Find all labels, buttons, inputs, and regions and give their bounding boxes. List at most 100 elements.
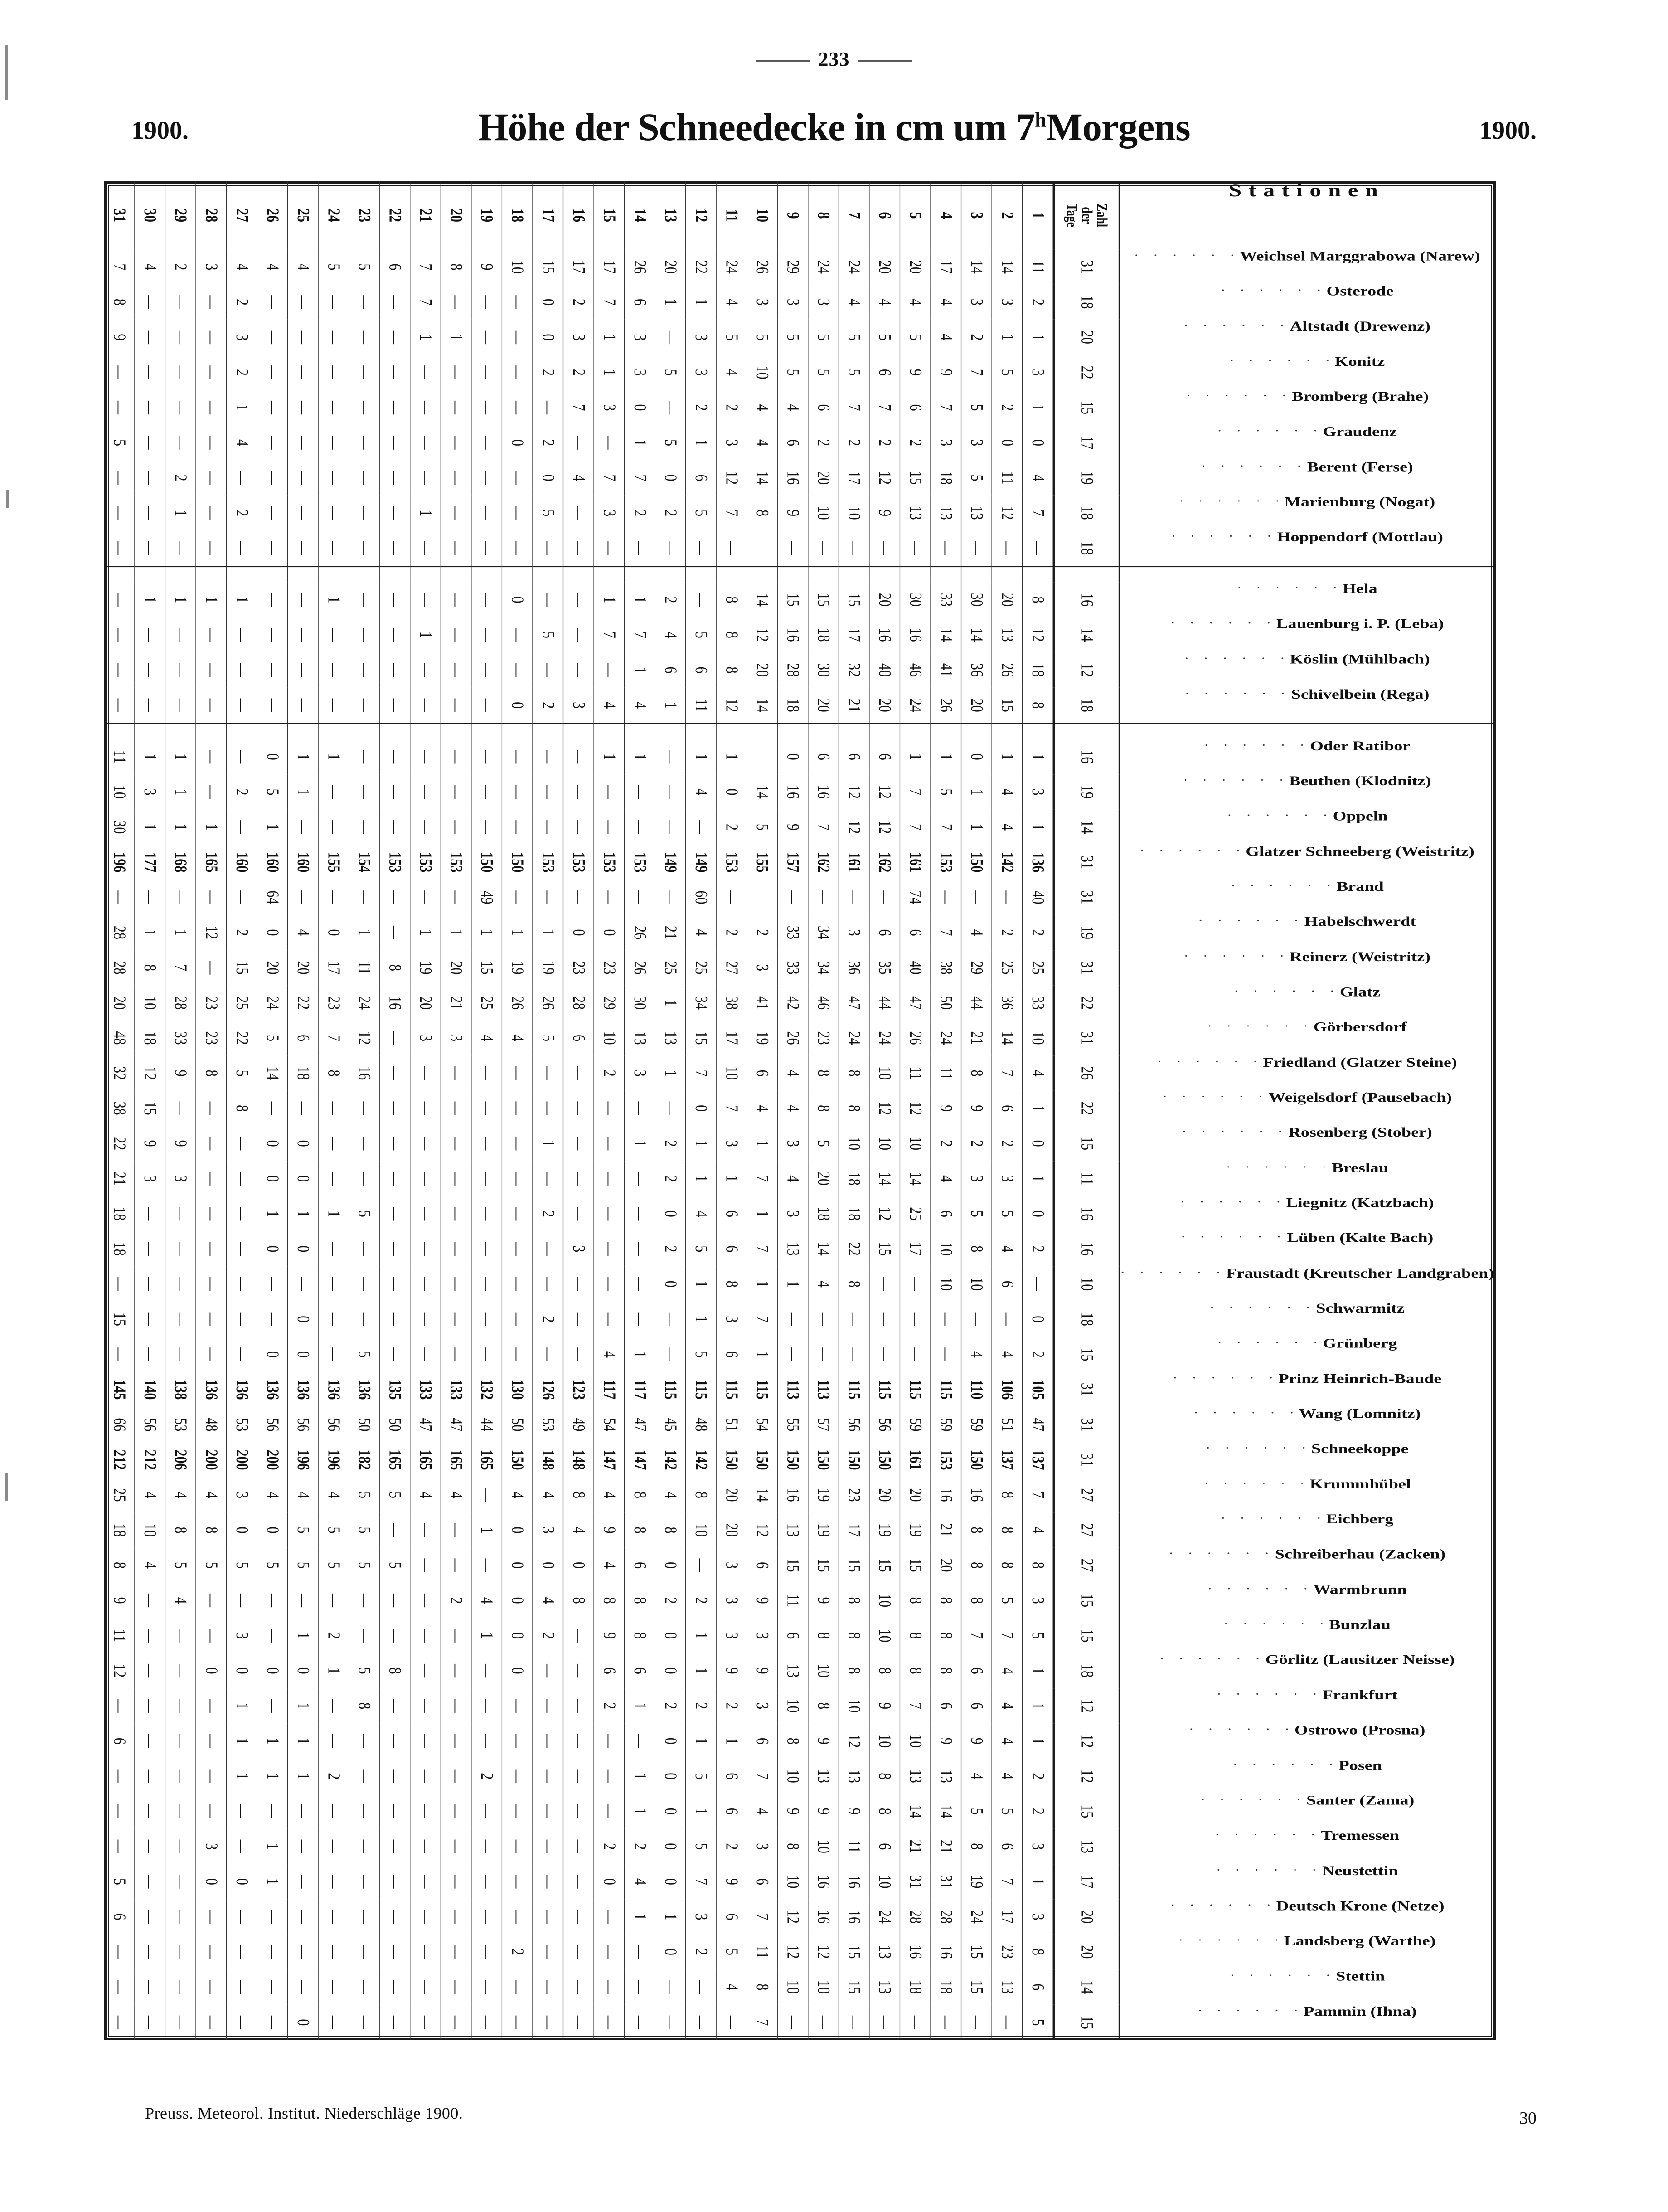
station-header[interactable]: Brand · · · · · · [1119, 879, 1495, 915]
snow-depth-cell: 2 [440, 1583, 471, 1618]
snow-depth-cell: 7 [165, 950, 196, 986]
station-header[interactable]: Glatz · · · · · · [1119, 984, 1495, 1021]
snow-depth-cell: 47 [624, 1407, 655, 1443]
station-header[interactable]: Schwarmitz · · · · · · [1119, 1301, 1495, 1337]
station-header[interactable]: Hela · · · · · · [1119, 581, 1495, 617]
snow-depth-cell: 74 [900, 880, 931, 915]
station-header[interactable]: Schreiberhau (Zacken) · · · · · · [1119, 1547, 1495, 1583]
group-separator [808, 724, 839, 739]
station-header[interactable]: Habelschwerdt · · · · · · [1119, 914, 1495, 950]
station-header[interactable]: Prinz Heinrich-Baude · · · · · · [1119, 1371, 1495, 1407]
snow-depth-cell: — [900, 1302, 931, 1337]
station-header[interactable]: Neustettin · · · · · · [1119, 1863, 1495, 1900]
snow-depth-cell: 3 [440, 1020, 471, 1056]
station-name: Krummhübel [1309, 1476, 1411, 1492]
snow-depth-cell: — [501, 880, 533, 915]
station-header[interactable]: Fraustadt (Kreutscher Landgraben) · · · ·… [1119, 1266, 1495, 1302]
snow-depth-cell: 5 [655, 425, 686, 461]
station-header[interactable]: Lauenburg i. P. (Leba) · · · · · · [1119, 617, 1495, 653]
station-header[interactable]: Friedland (Glatzer Steine) · · · · · · [1119, 1055, 1495, 1091]
snow-depth-cell: — [318, 1161, 349, 1196]
station-header[interactable]: Oppeln · · · · · · [1119, 809, 1495, 845]
snow-depth-cell: 16 [930, 1934, 961, 1970]
snow-depth-cell: 33 [1022, 985, 1054, 1021]
station-header[interactable]: Osterode · · · · · · [1119, 284, 1495, 320]
station-header[interactable]: Eichberg · · · · · · [1119, 1512, 1495, 1548]
station-header[interactable]: Bunzlau · · · · · · [1119, 1617, 1495, 1653]
snow-depth-cell: — [349, 582, 379, 617]
station-header[interactable]: Landsberg (Warthe) · · · · · · [1119, 1934, 1495, 1970]
snow-depth-cell: 5 [318, 249, 349, 285]
snow-depth-cell: — [501, 1688, 533, 1724]
station-header[interactable]: Berent (Ferse) · · · · · · [1119, 459, 1495, 496]
snow-depth-cell: — [134, 355, 165, 390]
station-header[interactable]: Lüben (Kalte Bach) · · · · · · [1119, 1230, 1495, 1267]
snow-depth-cell: 8 [930, 1653, 961, 1688]
station-header[interactable]: Glatzer Schneeberg (Weistritz) · · · · · … [1119, 844, 1495, 880]
snow-depth-cell: 17 [716, 1020, 747, 1056]
station-header[interactable]: Beuthen (Klodnitz) · · · · · · [1119, 773, 1495, 810]
snow-depth-cell: 6 [716, 1337, 747, 1372]
station-header[interactable]: Görlitz (Lausitzer Neisse) · · · · · · [1119, 1652, 1495, 1688]
station-name: Breslau [1332, 1160, 1388, 1176]
snow-depth-cell: — [195, 880, 227, 915]
station-header[interactable]: Frankfurt · · · · · · [1119, 1687, 1495, 1724]
station-header[interactable]: Schneekoppe · · · · · · [1119, 1441, 1495, 1478]
day-label: 7 [838, 181, 869, 250]
snow-depth-cell: — [379, 1934, 410, 1970]
snow-depth-cell: — [165, 1266, 196, 1302]
station-header[interactable]: Warmbrunn · · · · · · [1119, 1582, 1495, 1618]
station-header[interactable]: Krummhübel · · · · · · [1119, 1476, 1495, 1513]
station-header[interactable]: Schivelbein (Rega) · · · · · · [1119, 687, 1495, 724]
station-header[interactable]: Wang (Lomnitz) · · · · · · [1119, 1406, 1495, 1443]
station-header[interactable]: Marienburg (Nogat) · · · · · · [1119, 495, 1495, 531]
station-header[interactable]: Tremessen · · · · · · [1119, 1828, 1495, 1864]
station-header[interactable]: Deutsch Krone (Netze) · · · · · · [1119, 1898, 1495, 1935]
snow-depth-cell: 0 [287, 1126, 318, 1161]
snow-depth-cell: 16 [808, 1864, 839, 1900]
station-header[interactable]: Rosenberg (Stober) · · · · · · [1119, 1125, 1495, 1161]
station-header[interactable]: Graudenz · · · · · · [1119, 424, 1495, 461]
station-header[interactable]: Weigelsdorf (Pausebach) · · · · · · [1119, 1090, 1495, 1126]
station-header[interactable]: Oder Ratibor · · · · · · [1119, 739, 1495, 775]
snow-depth-cell: — [349, 1934, 379, 1970]
station-header[interactable]: Santer (Zama) · · · · · · [1119, 1793, 1495, 1829]
leader-dots: · · · · · · [1210, 1301, 1316, 1314]
snow-depth-cell: 5 [747, 809, 777, 845]
station-header[interactable]: Altstadt (Drewenz) · · · · · · [1119, 319, 1495, 355]
station-header[interactable]: Ostrowo (Prosna) · · · · · · [1119, 1722, 1495, 1759]
snow-depth-cell: 5 [838, 355, 869, 390]
snow-depth-cell: 20 [869, 249, 900, 285]
snow-depth-cell: 0 [257, 1653, 288, 1688]
station-header[interactable]: Reinerz (Weistritz) · · · · · · [1119, 949, 1495, 986]
snow-depth-cell: — [747, 739, 777, 775]
station-header[interactable]: Stettin · · · · · · [1119, 1969, 1495, 2005]
station-header[interactable]: Konitz · · · · · · [1119, 354, 1495, 390]
station-header[interactable]: Breslau · · · · · · [1119, 1160, 1495, 1196]
snow-depth-cell: — [287, 425, 318, 461]
station-header[interactable]: Pammin (Ihna) · · · · · · [1119, 2004, 1495, 2040]
snow-depth-cell: 4 [471, 1020, 502, 1056]
station-header[interactable]: Posen · · · · · · [1119, 1758, 1495, 1794]
station-header[interactable]: Bromberg (Brahe) · · · · · · [1119, 389, 1495, 425]
snow-depth-cell: — [379, 1583, 410, 1618]
snow-depth-cell: 6 [869, 739, 900, 775]
snow-depth-cell: — [471, 1934, 502, 1970]
station-header[interactable]: Grünberg · · · · · · [1119, 1336, 1495, 1372]
day-label: 9 [777, 181, 808, 250]
leader-dots: · · · · · · [1183, 773, 1289, 787]
snow-depth-cell: 4 [501, 1020, 533, 1056]
station-header[interactable]: Görbersdorf · · · · · · [1119, 1020, 1495, 1056]
station-header[interactable]: Weichsel Marggrabowa (Narew) · · · · · · [1119, 248, 1495, 285]
group-separator [900, 724, 931, 739]
station-header[interactable]: Köslin (Mühlbach) · · · · · · [1119, 651, 1495, 688]
station-header[interactable]: Hoppendorf (Mottlau) · · · · · · [1119, 530, 1495, 567]
snow-depth-cell: 2 [808, 425, 839, 461]
snow-depth-cell: — [777, 530, 808, 567]
snow-depth-cell: 0 [532, 284, 563, 320]
snow-depth-cell: 7 [747, 1899, 777, 1935]
snow-depth-cell: 3 [1022, 1583, 1054, 1618]
snow-depth-cell: — [440, 739, 471, 775]
snow-depth-cell: — [134, 687, 165, 724]
station-header[interactable]: Liegnitz (Katzbach) · · · · · · [1119, 1195, 1495, 1231]
